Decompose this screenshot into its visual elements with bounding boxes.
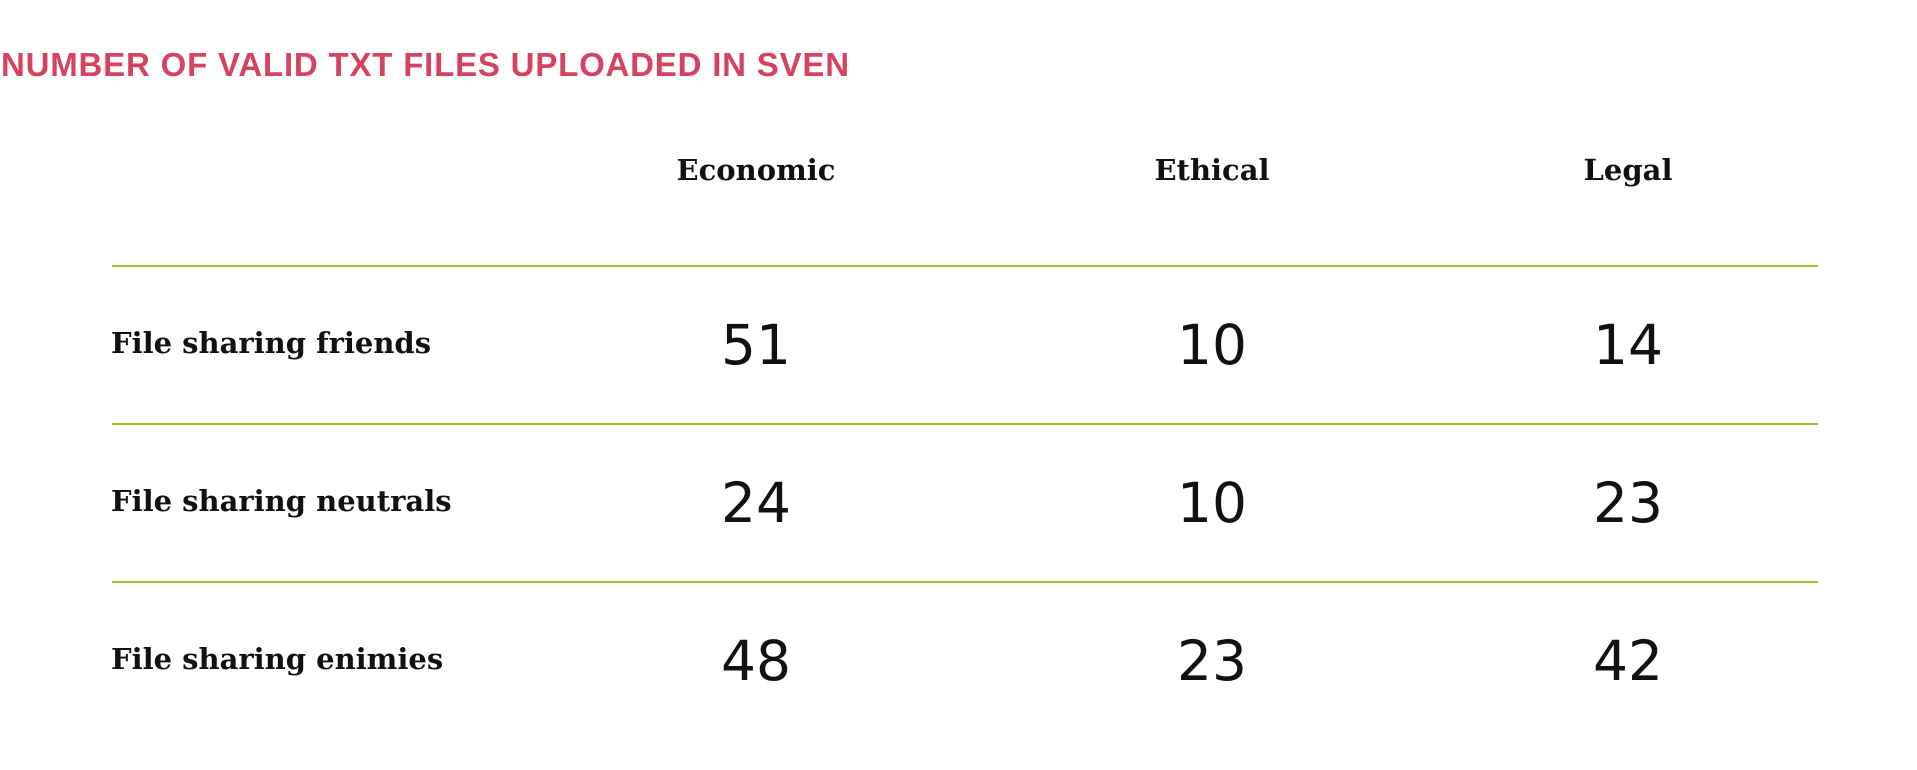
row-label-enimies: File sharing enimies xyxy=(111,642,444,676)
row-divider xyxy=(112,581,1818,583)
table-cell: 23 xyxy=(1593,471,1663,535)
table-cell: 10 xyxy=(1177,313,1247,377)
table-cell: 10 xyxy=(1177,471,1247,535)
table-cell: 23 xyxy=(1177,629,1247,693)
chart-title: NUMBER OF VALID TXT FILES UPLOADED IN SV… xyxy=(1,46,850,83)
row-label-friends: File sharing friends xyxy=(111,326,432,360)
table-cell: 51 xyxy=(721,313,791,377)
row-label-neutrals: File sharing neutrals xyxy=(111,484,452,518)
table-cell: 24 xyxy=(721,471,791,535)
table-cell: 42 xyxy=(1593,629,1663,693)
row-divider xyxy=(112,423,1818,425)
table-cell: 48 xyxy=(721,629,791,693)
column-header-legal: Legal xyxy=(1583,153,1673,187)
table-cell: 14 xyxy=(1593,313,1663,377)
column-header-economic: Economic xyxy=(676,153,836,187)
row-divider xyxy=(112,265,1818,267)
column-header-ethical: Ethical xyxy=(1154,153,1270,187)
